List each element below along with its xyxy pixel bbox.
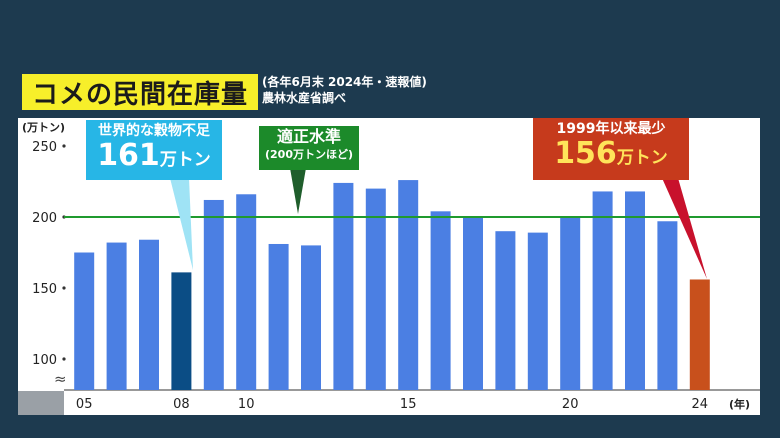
bar-13 xyxy=(333,182,354,390)
bar-23 xyxy=(657,221,678,390)
y-tick-mark xyxy=(62,286,66,290)
bar-06 xyxy=(106,242,127,390)
callout-standard-label: 適正水準 xyxy=(276,127,341,146)
y-tick-mark xyxy=(62,144,66,148)
subtitle-line1: (各年6月末 2024年・速報値) xyxy=(262,75,427,89)
subtitle-line2: 農林水産省調べ xyxy=(262,91,347,105)
callout-standard: 適正水準 (200万トンほど) xyxy=(259,126,359,170)
callout-crisis-unit: 万トン xyxy=(159,150,211,170)
bar-09 xyxy=(203,199,224,390)
y-tick-label: 150 xyxy=(32,282,57,297)
x-tick-label: 05 xyxy=(76,397,93,412)
axis-corner xyxy=(18,391,64,415)
bar-05 xyxy=(74,252,95,390)
callout-crisis: 世界的な穀物不足 161万トン xyxy=(86,120,222,180)
y-tick-label: 250 xyxy=(32,140,57,155)
bar-16 xyxy=(430,211,451,390)
callout-low-value: 156 xyxy=(554,136,617,171)
callout-low-unit: 万トン xyxy=(616,148,668,168)
callout-low: 1999年以来最少 156万トン xyxy=(533,118,689,180)
bar-22 xyxy=(625,191,645,390)
callout-crisis-label: 世界的な穀物不足 xyxy=(98,123,210,139)
bar-15 xyxy=(398,180,419,390)
callout-standard-pointer xyxy=(290,168,306,214)
x-ticks: 05 08 10 15 20 24 xyxy=(76,397,708,412)
chart-subtitle: (各年6月末 2024年・速報値) 農林水産省調べ xyxy=(262,74,427,106)
bar-19 xyxy=(527,232,548,390)
y-unit-label: (万トン) xyxy=(22,121,65,134)
x-tick-label: 20 xyxy=(562,397,579,412)
bar-14 xyxy=(365,188,386,390)
x-tick-label: 24 xyxy=(692,397,709,412)
callout-low-label: 1999年以来最少 xyxy=(556,121,666,137)
x-tick-label: 08 xyxy=(173,397,190,412)
callout-low-pointer xyxy=(662,178,707,279)
bars xyxy=(74,180,710,390)
axis-break-symbol: ≈ xyxy=(54,370,67,388)
y-tick-label: 100 xyxy=(32,353,57,368)
bar-12 xyxy=(301,245,321,390)
bar-10 xyxy=(236,194,257,390)
x-tick-label: 10 xyxy=(238,397,255,412)
bar-24 xyxy=(689,279,710,390)
callout-crisis-pointer xyxy=(170,178,193,270)
y-tick-label: 200 xyxy=(32,211,57,226)
bar-18 xyxy=(495,231,516,390)
x-tick-label: 15 xyxy=(400,397,417,412)
bar-17 xyxy=(463,217,483,390)
callout-crisis-value: 161 xyxy=(97,138,160,173)
bar-08 xyxy=(171,272,192,390)
x-unit-label: (年) xyxy=(729,397,750,411)
chart-title: コメの民間在庫量 xyxy=(20,72,260,112)
callout-standard-sub: (200万トンほど) xyxy=(264,148,354,161)
bar-20 xyxy=(560,217,581,390)
bar-21 xyxy=(592,191,613,390)
y-tick-mark xyxy=(62,357,66,361)
bar-07 xyxy=(139,239,159,390)
bar-11 xyxy=(268,243,289,390)
